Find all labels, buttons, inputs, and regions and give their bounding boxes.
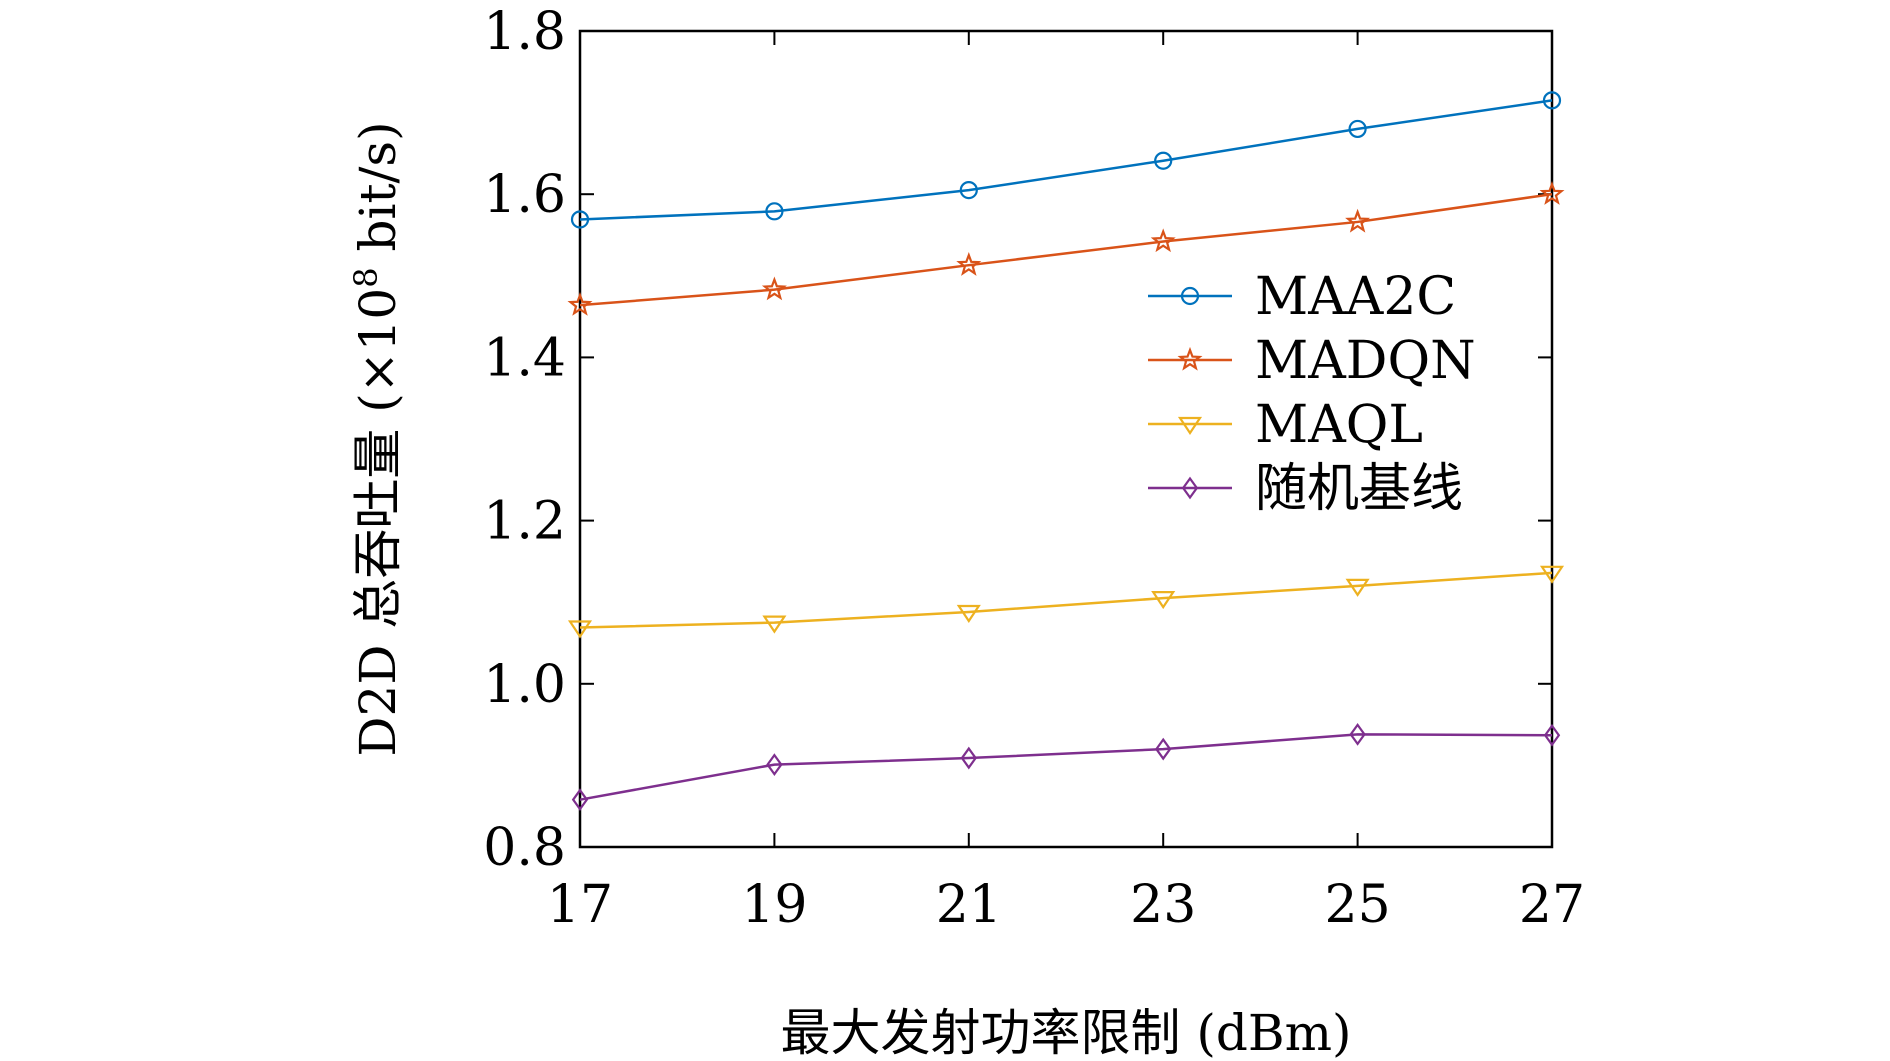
y-axis-title-suffix: bit/s) (349, 121, 407, 267)
legend-item: 随机基线 (1148, 459, 1463, 519)
data-point (1539, 565, 1565, 584)
y-axis-title: D2D 总吞吐量 (×108 bit/s) (347, 121, 407, 756)
legend-label: MAQL (1255, 395, 1423, 455)
series-line (579, 192, 1553, 307)
data-point (766, 753, 783, 776)
x-tick-label: 25 (1325, 875, 1391, 935)
series-4 (571, 723, 1561, 812)
legend-label: 随机基线 (1255, 459, 1463, 519)
series-line (579, 571, 1553, 629)
series-line (579, 733, 1553, 801)
x-tick-label: 23 (1130, 875, 1196, 935)
x-tick-label: 27 (1519, 875, 1585, 935)
data-point (1349, 723, 1366, 746)
data-point (567, 620, 593, 639)
data-point (1155, 737, 1172, 761)
y-tick-label: 1.4 (483, 328, 566, 388)
x-tick-label: 19 (741, 875, 807, 935)
legend-marker (1177, 346, 1203, 371)
x-tick-label: 17 (547, 875, 613, 935)
x-tick-label: 21 (936, 875, 1002, 935)
legend-marker (1180, 286, 1200, 306)
y-tick-label: 1.6 (483, 165, 566, 225)
y-axis-title-prefix: D2D 总吞吐量 (×10 (349, 288, 407, 757)
data-point (1345, 578, 1370, 597)
series-layer (567, 91, 1565, 812)
y-tick-label: 1.8 (483, 2, 566, 62)
data-point (1539, 181, 1565, 205)
series-2 (567, 181, 1565, 316)
y-axis-title-exponent: 8 (347, 267, 385, 287)
data-point (956, 252, 982, 276)
data-point (1542, 91, 1562, 110)
data-point (1150, 228, 1176, 253)
data-point (1348, 119, 1367, 139)
data-point (762, 615, 787, 634)
y-tick-label: 1.2 (483, 492, 566, 552)
legend-marker (1181, 476, 1199, 500)
data-point (1345, 208, 1371, 233)
legend-label: MAA2C (1255, 267, 1456, 327)
data-point (571, 788, 589, 812)
data-point (570, 210, 590, 229)
data-point (960, 746, 977, 770)
legend-item: MAA2C (1148, 267, 1456, 327)
legend-marker (1177, 416, 1203, 435)
data-point (1543, 723, 1561, 747)
data-point (567, 292, 593, 316)
data-point (956, 604, 981, 623)
data-point (959, 181, 978, 200)
x-axis-title: 最大发射功率限制 (dBm) (780, 1004, 1351, 1061)
legend-item: MADQN (1148, 331, 1476, 391)
data-point (1151, 591, 1176, 610)
data-point (765, 202, 784, 221)
y-tick-label: 0.8 (483, 818, 566, 878)
series-3 (567, 565, 1565, 639)
axis-ticks: 17 19 21 23 25 27 0.8 1.0 1.2 1.4 1.6 1.8 (483, 2, 1585, 935)
legend-label: MADQN (1255, 331, 1476, 391)
y-tick-label: 1.0 (483, 655, 566, 715)
series-1 (570, 91, 1562, 229)
series-line (579, 99, 1553, 221)
legend-item: MAQL (1148, 395, 1423, 455)
plot-frame (578, 29, 1554, 849)
data-point (761, 276, 787, 301)
data-point (1154, 151, 1173, 170)
